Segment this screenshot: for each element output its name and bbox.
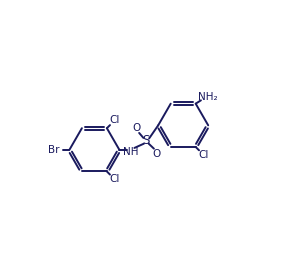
Text: Cl: Cl bbox=[110, 174, 120, 184]
Text: O: O bbox=[153, 149, 161, 159]
Text: NH₂: NH₂ bbox=[198, 92, 218, 102]
Text: Cl: Cl bbox=[198, 150, 209, 160]
Text: S: S bbox=[143, 134, 150, 147]
Text: Cl: Cl bbox=[110, 115, 120, 125]
Text: Br: Br bbox=[48, 145, 60, 155]
Text: NH: NH bbox=[123, 147, 138, 157]
Text: O: O bbox=[132, 123, 140, 133]
